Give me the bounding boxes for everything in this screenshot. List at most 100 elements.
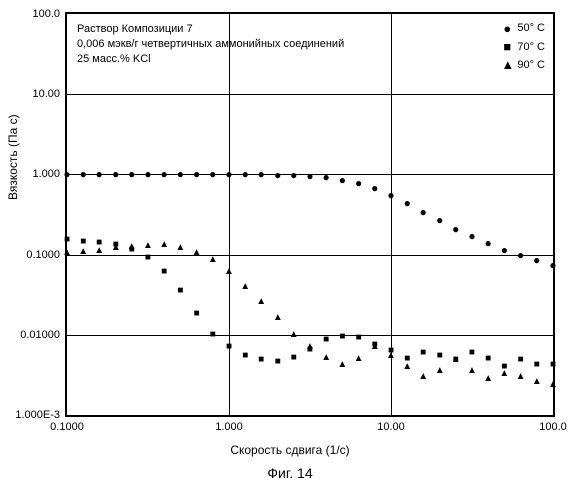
info-line: 0,006 мэкв/г четвертичных аммонийных сое… bbox=[77, 37, 344, 52]
legend-label: 90° C bbox=[517, 58, 545, 73]
data-point: ● bbox=[339, 174, 346, 186]
grid-line-h bbox=[67, 335, 553, 336]
data-point: ● bbox=[436, 214, 443, 226]
data-point: ▲ bbox=[94, 246, 104, 256]
data-point: ■ bbox=[534, 360, 540, 370]
data-point: ● bbox=[258, 168, 265, 180]
data-point: ▲ bbox=[175, 243, 185, 253]
x-tick-label: 100.0 bbox=[539, 421, 567, 433]
legend: ● 50° C ■ 70° C ▲ 90° C bbox=[501, 20, 545, 75]
data-point: ▲ bbox=[62, 248, 72, 258]
data-point: ▲ bbox=[483, 374, 493, 384]
square-icon: ■ bbox=[501, 38, 513, 56]
plot-area: Раствор Композиции 7 0,006 мэкв/г четвер… bbox=[65, 12, 555, 417]
data-point: ● bbox=[452, 223, 459, 235]
info-line: 25 масс.% KCl bbox=[77, 52, 344, 67]
data-point: ● bbox=[63, 168, 70, 180]
data-point: ▲ bbox=[499, 369, 509, 379]
data-point: ● bbox=[404, 197, 411, 209]
data-point: ● bbox=[549, 259, 556, 271]
data-point: ▲ bbox=[370, 342, 380, 352]
figure-caption: Фиг. 14 bbox=[0, 465, 580, 481]
data-point: ● bbox=[468, 230, 475, 242]
legend-label: 70° C bbox=[517, 40, 545, 55]
y-tick-label: 0.1000 bbox=[10, 249, 60, 261]
data-point: ● bbox=[290, 169, 297, 181]
data-point: ■ bbox=[194, 309, 200, 319]
legend-item: ■ 70° C bbox=[501, 38, 545, 56]
data-point: ▲ bbox=[516, 372, 526, 382]
legend-item: ● 50° C bbox=[501, 20, 545, 38]
data-point: ▲ bbox=[208, 255, 218, 265]
info-line: Раствор Композиции 7 bbox=[77, 22, 344, 37]
data-point: ■ bbox=[64, 235, 70, 245]
data-point: ▲ bbox=[354, 354, 364, 364]
data-point: ■ bbox=[145, 253, 151, 263]
data-point: ▲ bbox=[402, 362, 412, 372]
data-point: ▲ bbox=[418, 372, 428, 382]
y-tick-label: 10.00 bbox=[10, 88, 60, 100]
data-point: ▲ bbox=[451, 355, 461, 365]
data-point: ■ bbox=[356, 333, 362, 343]
data-point: ▲ bbox=[111, 243, 121, 253]
data-point: ■ bbox=[210, 330, 216, 340]
data-point: ● bbox=[533, 254, 540, 266]
data-point: ▲ bbox=[532, 377, 542, 387]
y-tick-label: 0.01000 bbox=[10, 329, 60, 341]
y-tick-label: 100.0 bbox=[10, 8, 60, 20]
data-point: ■ bbox=[291, 353, 297, 363]
data-point: ● bbox=[177, 168, 184, 180]
data-point: ■ bbox=[226, 342, 232, 352]
legend-item: ▲ 90° C bbox=[501, 56, 545, 74]
data-point: ■ bbox=[258, 355, 264, 365]
data-point: ▲ bbox=[467, 366, 477, 376]
data-point: ■ bbox=[550, 360, 556, 370]
data-point: ● bbox=[225, 168, 232, 180]
data-point: ▲ bbox=[435, 366, 445, 376]
data-point: ■ bbox=[518, 355, 524, 365]
y-tick-label: 1.000E-3 bbox=[10, 409, 60, 421]
data-point: ● bbox=[209, 168, 216, 180]
data-point: ■ bbox=[161, 267, 167, 277]
data-point: ● bbox=[485, 237, 492, 249]
data-point: ● bbox=[274, 169, 281, 181]
data-point: ● bbox=[501, 244, 508, 256]
info-box: Раствор Композиции 7 0,006 мэкв/г четвер… bbox=[77, 22, 344, 67]
data-point: ● bbox=[387, 189, 394, 201]
data-point: ■ bbox=[323, 335, 329, 345]
data-point: ▲ bbox=[305, 342, 315, 352]
data-point: ▲ bbox=[127, 242, 137, 252]
data-point: ■ bbox=[437, 351, 443, 361]
data-point: ▲ bbox=[289, 330, 299, 340]
data-point: ● bbox=[193, 168, 200, 180]
data-point: ▲ bbox=[548, 380, 558, 390]
y-tick-label: 1.000 bbox=[10, 168, 60, 180]
grid-line-h bbox=[67, 255, 553, 256]
data-point: ● bbox=[355, 177, 362, 189]
x-axis-label: Скорость сдвига (1/с) bbox=[0, 443, 580, 457]
data-point: ● bbox=[323, 171, 330, 183]
data-point: ● bbox=[517, 249, 524, 261]
data-point: ● bbox=[306, 170, 313, 182]
x-tick-label: 1.000 bbox=[215, 421, 243, 433]
data-point: ■ bbox=[469, 348, 475, 358]
data-point: ▲ bbox=[240, 282, 250, 292]
x-tick-label: 0.1000 bbox=[50, 421, 84, 433]
data-point: ● bbox=[128, 168, 135, 180]
legend-label: 50° C bbox=[517, 21, 545, 36]
data-point: ▲ bbox=[78, 247, 88, 257]
data-point: ▲ bbox=[192, 248, 202, 258]
x-tick-label: 10.00 bbox=[377, 421, 405, 433]
grid-line-v bbox=[229, 14, 230, 415]
data-point: ■ bbox=[339, 332, 345, 342]
data-point: ▲ bbox=[273, 313, 283, 323]
data-point: ● bbox=[161, 168, 168, 180]
grid-line-h bbox=[67, 94, 553, 95]
data-point: ▲ bbox=[224, 267, 234, 277]
data-point: ▲ bbox=[337, 360, 347, 370]
data-point: ■ bbox=[485, 354, 491, 364]
circle-icon: ● bbox=[501, 20, 513, 38]
data-point: ▲ bbox=[159, 240, 169, 250]
data-point: ▲ bbox=[386, 351, 396, 361]
data-point: ▲ bbox=[143, 241, 153, 251]
